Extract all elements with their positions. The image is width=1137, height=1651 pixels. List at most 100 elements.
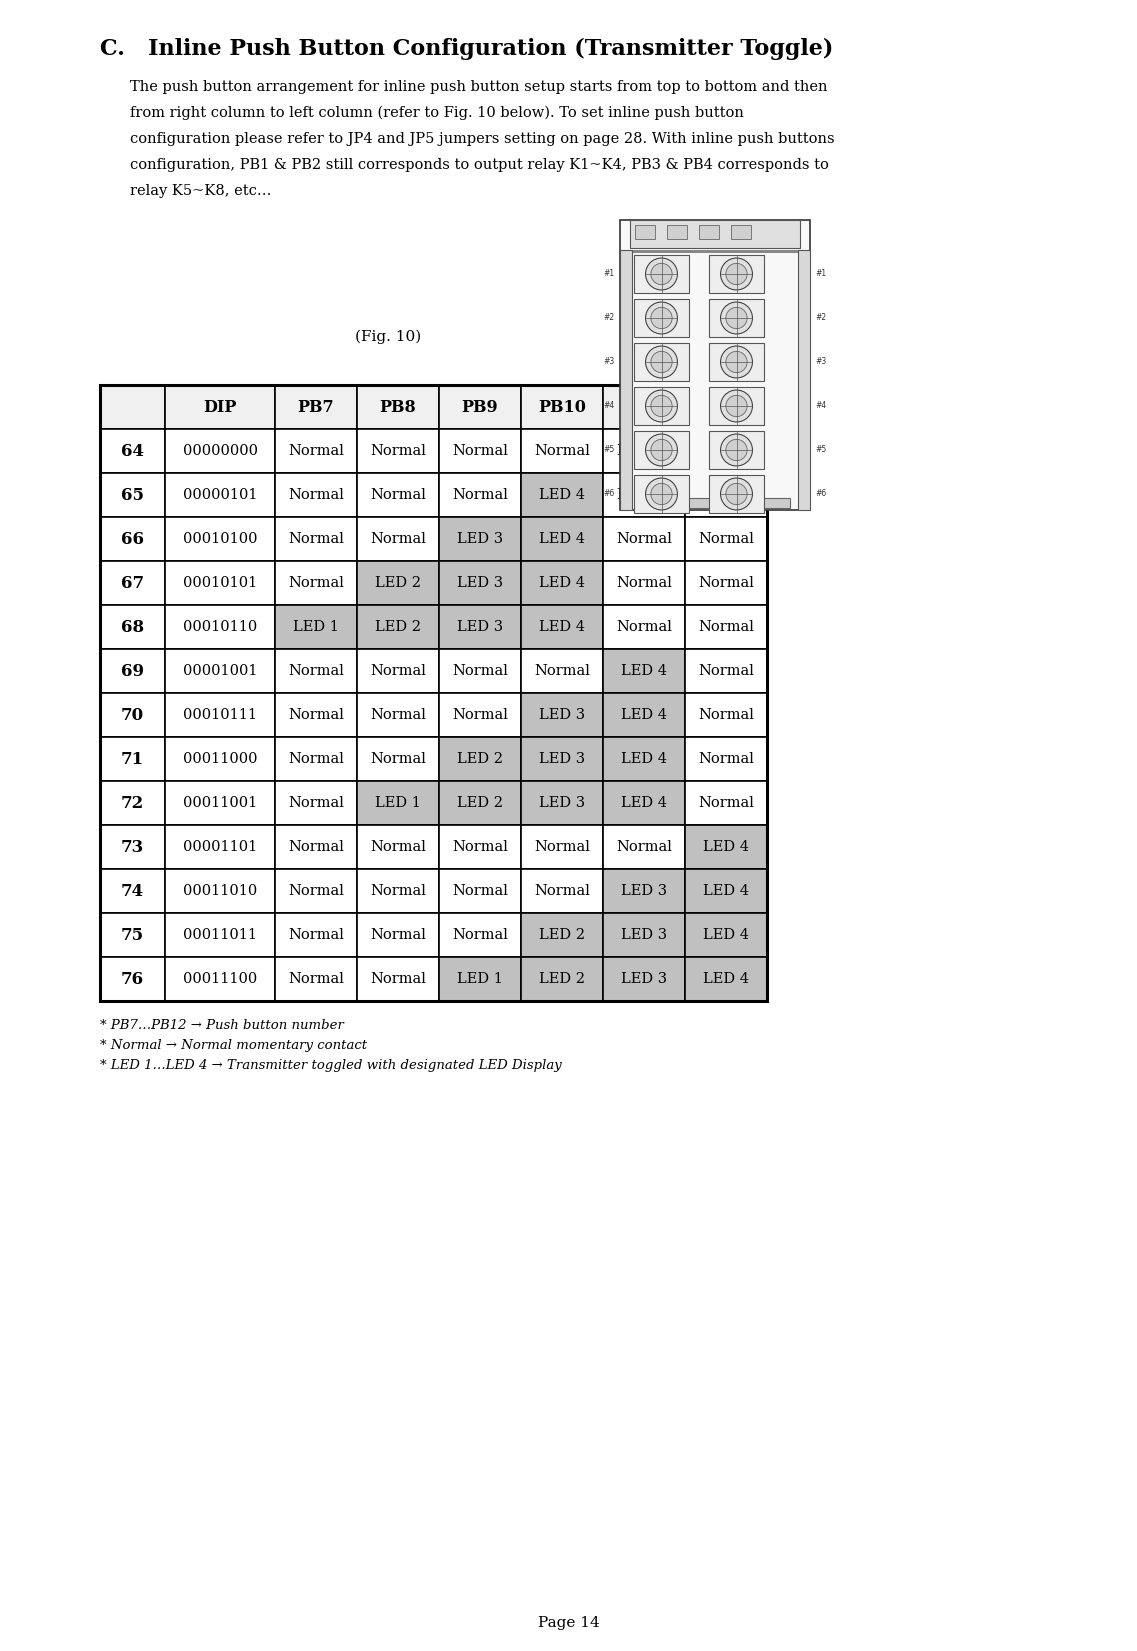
Bar bbox=[521, 826, 603, 868]
Bar bbox=[275, 604, 357, 649]
Text: 73: 73 bbox=[121, 839, 144, 855]
Text: 00011001: 00011001 bbox=[183, 796, 257, 811]
Bar bbox=[275, 429, 357, 472]
Bar bbox=[439, 604, 521, 649]
Bar bbox=[100, 913, 165, 958]
Bar bbox=[731, 225, 752, 239]
Text: 00010110: 00010110 bbox=[183, 621, 257, 634]
Bar bbox=[603, 958, 684, 1001]
Bar bbox=[634, 254, 689, 292]
Bar bbox=[640, 499, 790, 509]
Bar bbox=[439, 826, 521, 868]
Text: LED 2: LED 2 bbox=[539, 928, 586, 943]
Text: Normal: Normal bbox=[616, 444, 672, 457]
Text: 76: 76 bbox=[121, 971, 144, 987]
Bar bbox=[100, 561, 165, 604]
Text: Normal: Normal bbox=[698, 751, 754, 766]
Bar bbox=[684, 826, 767, 868]
Text: 65: 65 bbox=[121, 487, 144, 504]
Text: * Normal → Normal momentary contact: * Normal → Normal momentary contact bbox=[100, 1038, 367, 1052]
Bar bbox=[634, 343, 689, 381]
Text: Normal: Normal bbox=[698, 796, 754, 811]
Text: Normal: Normal bbox=[370, 489, 426, 502]
Bar bbox=[100, 385, 165, 429]
Text: 75: 75 bbox=[121, 926, 144, 943]
Bar bbox=[798, 249, 810, 510]
Bar bbox=[684, 913, 767, 958]
Text: 00011100: 00011100 bbox=[183, 972, 257, 986]
Bar bbox=[275, 781, 357, 826]
Text: Normal: Normal bbox=[616, 621, 672, 634]
Bar bbox=[684, 385, 767, 429]
Text: LED 2: LED 2 bbox=[375, 576, 421, 589]
Circle shape bbox=[725, 352, 747, 373]
Bar bbox=[603, 868, 684, 913]
Bar bbox=[275, 826, 357, 868]
Text: 00010100: 00010100 bbox=[183, 532, 257, 546]
Bar bbox=[357, 913, 439, 958]
Bar bbox=[603, 693, 684, 736]
Bar bbox=[684, 736, 767, 781]
Text: #4: #4 bbox=[604, 401, 615, 411]
Text: #3: #3 bbox=[815, 358, 827, 367]
Text: Normal: Normal bbox=[370, 751, 426, 766]
Text: 72: 72 bbox=[121, 794, 144, 812]
Text: Normal: Normal bbox=[616, 840, 672, 854]
Bar bbox=[165, 868, 275, 913]
Text: Normal: Normal bbox=[288, 708, 343, 721]
Bar bbox=[165, 604, 275, 649]
Bar bbox=[165, 913, 275, 958]
Bar bbox=[521, 649, 603, 693]
Bar bbox=[684, 868, 767, 913]
Bar bbox=[634, 386, 689, 424]
Text: LED 4: LED 4 bbox=[703, 840, 749, 854]
Bar bbox=[165, 958, 275, 1001]
Bar bbox=[275, 958, 357, 1001]
Text: Normal: Normal bbox=[288, 796, 343, 811]
Circle shape bbox=[650, 264, 672, 284]
Text: C.   Inline Push Button Configuration (Transmitter Toggle): C. Inline Push Button Configuration (Tra… bbox=[100, 38, 833, 59]
Text: LED 4: LED 4 bbox=[539, 576, 586, 589]
Bar bbox=[709, 475, 764, 513]
Text: Normal: Normal bbox=[534, 444, 590, 457]
Text: Normal: Normal bbox=[616, 576, 672, 589]
Bar bbox=[684, 604, 767, 649]
Bar bbox=[709, 254, 764, 292]
Text: Normal: Normal bbox=[453, 444, 508, 457]
Bar bbox=[521, 604, 603, 649]
Circle shape bbox=[725, 484, 747, 505]
Text: relay K5~K8, etc…: relay K5~K8, etc… bbox=[130, 183, 272, 198]
Bar bbox=[357, 472, 439, 517]
Text: LED 3: LED 3 bbox=[457, 621, 503, 634]
Circle shape bbox=[646, 390, 678, 423]
Text: Page 14: Page 14 bbox=[538, 1616, 599, 1630]
Bar bbox=[521, 517, 603, 561]
Text: * PB7…PB12 → Push button number: * PB7…PB12 → Push button number bbox=[100, 1019, 343, 1032]
Bar bbox=[275, 517, 357, 561]
Text: Normal: Normal bbox=[698, 576, 754, 589]
Bar bbox=[709, 431, 764, 469]
Bar bbox=[165, 385, 275, 429]
Circle shape bbox=[650, 307, 672, 329]
Text: Normal: Normal bbox=[453, 489, 508, 502]
Text: Normal: Normal bbox=[616, 532, 672, 546]
Text: Normal: Normal bbox=[698, 532, 754, 546]
Text: LED 3: LED 3 bbox=[457, 532, 503, 546]
Text: 74: 74 bbox=[121, 883, 144, 900]
Bar bbox=[630, 220, 800, 248]
Text: * LED 1…LED 4 → Transmitter toggled with designated LED Display: * LED 1…LED 4 → Transmitter toggled with… bbox=[100, 1058, 562, 1071]
Text: LED 2: LED 2 bbox=[539, 972, 586, 986]
Circle shape bbox=[650, 352, 672, 373]
Bar bbox=[439, 517, 521, 561]
Text: Normal: Normal bbox=[534, 664, 590, 679]
Bar bbox=[521, 472, 603, 517]
Text: Normal: Normal bbox=[534, 840, 590, 854]
Bar bbox=[603, 781, 684, 826]
Bar bbox=[275, 693, 357, 736]
Bar bbox=[100, 781, 165, 826]
Bar bbox=[603, 913, 684, 958]
Bar bbox=[357, 649, 439, 693]
Bar bbox=[699, 225, 719, 239]
Bar bbox=[100, 604, 165, 649]
Text: Normal: Normal bbox=[370, 532, 426, 546]
